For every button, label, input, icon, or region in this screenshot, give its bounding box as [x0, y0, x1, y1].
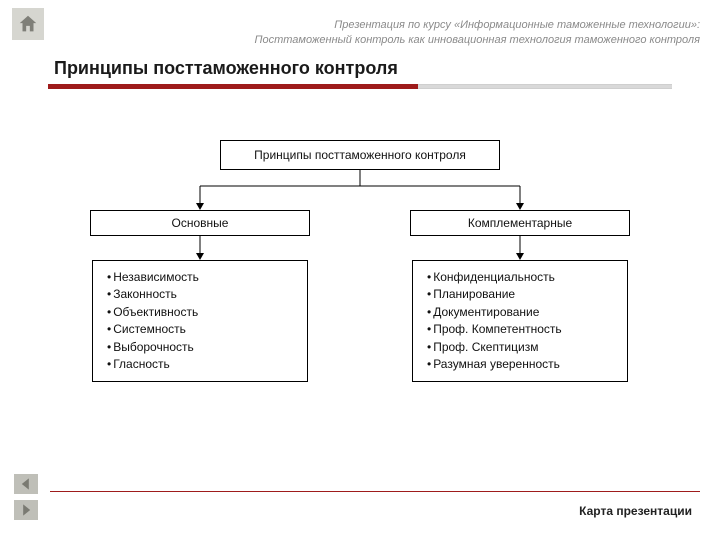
list-item: Объективность	[107, 304, 297, 321]
list-item: Гласность	[107, 356, 297, 373]
footer-rule	[50, 491, 700, 492]
list-item: Разумная уверенность	[427, 356, 617, 373]
list-item: Законность	[107, 286, 297, 303]
diagram-list-main: НезависимостьЗаконностьОбъективностьСист…	[92, 260, 308, 382]
title-rule	[48, 84, 672, 89]
list-item: Конфиденциальность	[427, 269, 617, 286]
title-rule-grey	[418, 84, 672, 89]
supertitle-line2: Посттаможенный контроль как инновационна…	[255, 33, 701, 48]
list-item: Планирование	[427, 286, 617, 303]
list-item: Документирование	[427, 304, 617, 321]
list-item: Независимость	[107, 269, 297, 286]
diagram-root: Принципы посттаможенного контроля	[220, 140, 500, 170]
supertitle-line1: Презентация по курсу «Информационные там…	[255, 18, 701, 33]
list-item: Системность	[107, 321, 297, 338]
list-item: Проф. Компетентность	[427, 321, 617, 338]
page-title: Принципы посттаможенного контроля	[54, 58, 398, 79]
home-button[interactable]	[12, 8, 44, 40]
next-button[interactable]	[14, 500, 38, 520]
diagram-branch-complementary: Комплементарные	[410, 210, 630, 236]
prev-icon	[19, 477, 33, 491]
list-item: Выборочность	[107, 339, 297, 356]
next-icon	[19, 503, 33, 517]
diagram-list-complementary: КонфиденциальностьПланированиеДокументир…	[412, 260, 628, 382]
home-icon	[17, 13, 39, 35]
map-link[interactable]: Карта презентации	[579, 504, 692, 518]
diagram-branch-main: Основные	[90, 210, 310, 236]
supertitle: Презентация по курсу «Информационные там…	[255, 18, 701, 48]
principles-diagram: Принципы посттаможенного контроля Основны…	[0, 100, 720, 420]
title-rule-accent	[48, 84, 418, 89]
list-item: Проф. Скептицизм	[427, 339, 617, 356]
nav-arrows	[14, 474, 38, 520]
prev-button[interactable]	[14, 474, 38, 494]
